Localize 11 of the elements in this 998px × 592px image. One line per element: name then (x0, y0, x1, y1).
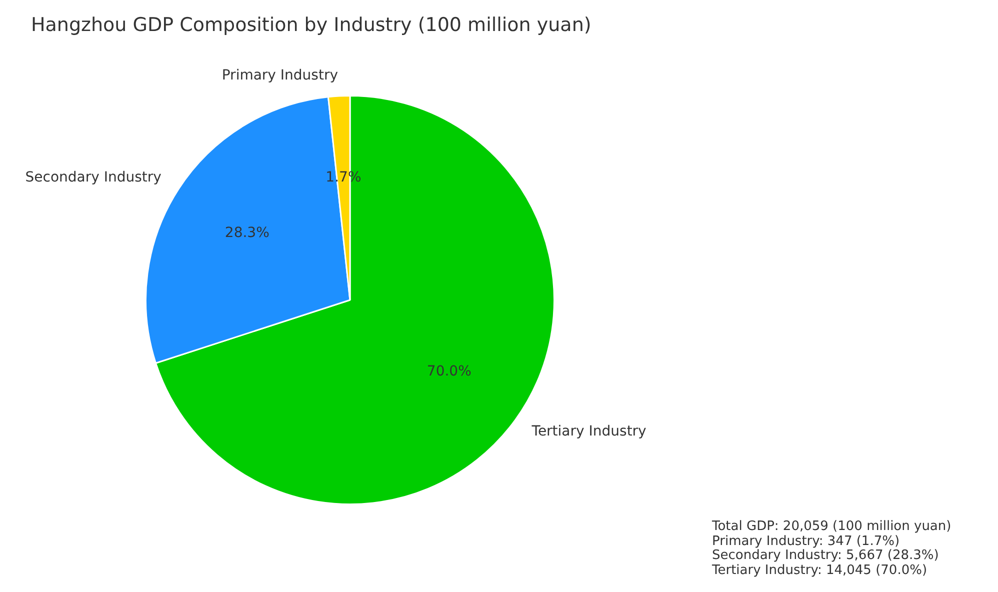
slice-label: Secondary Industry (25, 169, 162, 186)
text: Secondary Industry: 5,667 (28.3%) (712, 548, 940, 564)
chart-title: Hangzhou GDP Composition by Industry (100 million yuan) (31, 14, 592, 36)
slice-label: Primary Industry (222, 67, 338, 84)
text: Tertiary Industry: 14,045 (70.0%) (712, 562, 928, 578)
text: Primary Industry: 347 (1.7%) (712, 534, 901, 549)
slice-label: Tertiary Industry (530, 424, 646, 440)
data-label: 1.7% (326, 169, 362, 186)
data-label: 28.3% (224, 225, 270, 242)
data-label: 70.0% (426, 364, 472, 380)
text: Total GDP: 20,059 (100 million yuan) (712, 519, 952, 534)
